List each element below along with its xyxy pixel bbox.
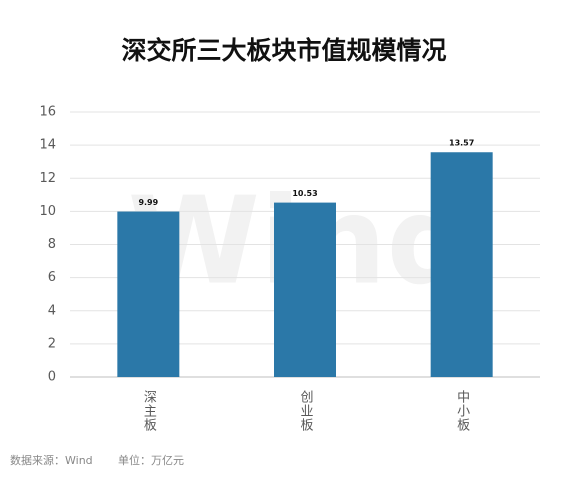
bar bbox=[430, 152, 493, 377]
y-tick-label: 10 bbox=[39, 204, 56, 219]
unit: 单位：万亿元 bbox=[118, 453, 184, 467]
value-label: 10.53 bbox=[292, 189, 317, 198]
y-tick-label: 4 bbox=[48, 303, 56, 318]
bar bbox=[117, 211, 180, 377]
y-tick-label: 0 bbox=[48, 370, 56, 385]
y-tick-label: 2 bbox=[48, 336, 56, 351]
value-label: 9.99 bbox=[138, 198, 158, 207]
y-tick-label: 16 bbox=[39, 105, 56, 120]
x-tick-label: 中小板 bbox=[454, 390, 470, 432]
y-tick-label: 6 bbox=[48, 270, 56, 285]
y-tick-label: 14 bbox=[39, 138, 56, 153]
y-tick-label: 8 bbox=[48, 237, 56, 252]
y-tick-label: 12 bbox=[39, 171, 56, 186]
value-label: 13.57 bbox=[449, 139, 474, 148]
bar bbox=[274, 202, 336, 377]
x-tick-label: 创业板 bbox=[298, 390, 314, 432]
x-tick-label: 深主板 bbox=[141, 390, 157, 432]
chart-title: 深交所三大板块市值规模情况 bbox=[121, 36, 446, 65]
source: 数据来源：Wind bbox=[10, 453, 93, 467]
